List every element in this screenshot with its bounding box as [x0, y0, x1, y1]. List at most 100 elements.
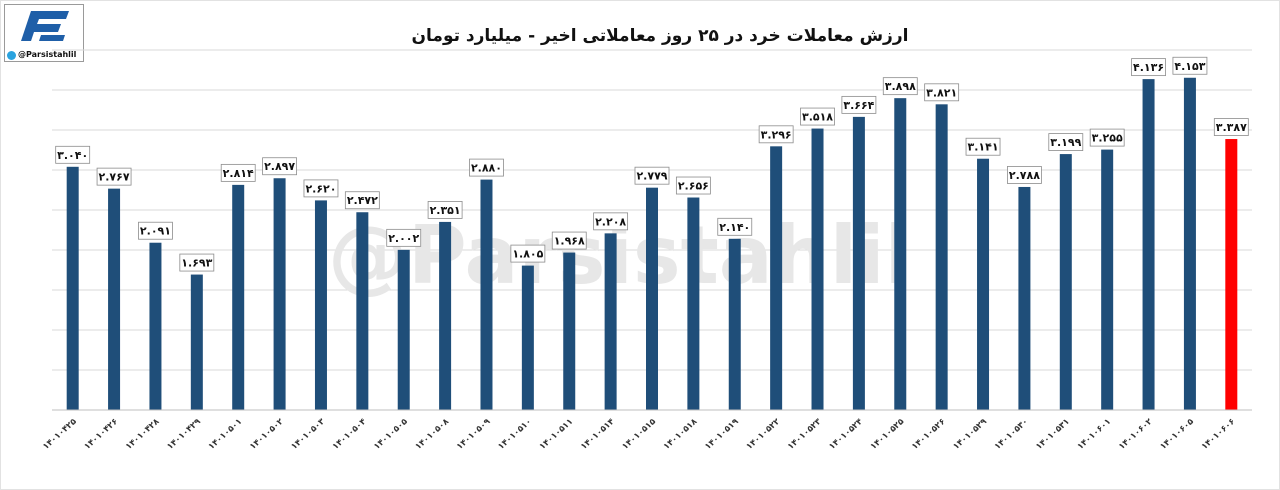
value-label-box — [1172, 56, 1208, 75]
x-tick-label: ۱۴۰۱۰۶۰۶ — [1200, 417, 1238, 452]
x-tick-label: ۱۴۰۱۰۴۲۹ — [165, 416, 203, 452]
value-label-box — [800, 107, 835, 126]
value-label-box — [303, 179, 339, 198]
value-label: ۲.۷۶۷ — [96, 167, 132, 186]
x-tick-label: ۱۴۰۱۰۵۰۸ — [414, 416, 452, 452]
x-tick-label: ۱۴۰۱۰۴۲۸ — [124, 416, 162, 452]
value-label: ۳.۱۹۹ — [1048, 133, 1084, 151]
brand-logo: @Parsistahlil — [4, 4, 84, 62]
bar — [894, 98, 907, 410]
value-label-text: ۳.۳۸۷ — [1216, 121, 1247, 134]
value-label: ۳.۳۸۷ — [1213, 118, 1249, 136]
bar — [811, 128, 824, 410]
value-label-text: ۳.۵۱۸ — [802, 111, 833, 124]
value-label-box — [220, 163, 256, 182]
value-label-box — [924, 83, 960, 102]
x-tick-label: ۱۴۰۱۰۵۱۴ — [579, 417, 617, 452]
x-tick-label: ۱۴۰۱۰۶۰۵ — [1158, 417, 1196, 452]
bar — [977, 158, 990, 410]
value-label-text: ۳.۱۹۹ — [1050, 136, 1081, 149]
value-label-text: ۴.۱۳۶ — [1133, 61, 1164, 74]
bar — [439, 221, 452, 410]
value-label-text: ۳.۲۵۵ — [1092, 132, 1123, 145]
chart-title: ارزش معاملات خرد در ۲۵ روز معاملاتی اخیر… — [411, 26, 909, 46]
value-label-box — [1089, 128, 1125, 147]
value-label-text: ۳.۰۴۰ — [57, 149, 88, 162]
value-label-text: ۲.۸۸۰ — [471, 162, 502, 175]
value-label: ۳.۲۵۵ — [1089, 128, 1125, 147]
value-label: ۲.۶۵۶ — [675, 176, 711, 195]
x-tick-label: ۱۴۰۱۰۵۰۲ — [248, 416, 286, 452]
x-tick-label: ۱۴۰۱۰۵۰۱ — [207, 417, 245, 452]
value-label: ۲.۷۸۸ — [1007, 166, 1042, 184]
x-tick-label: ۱۴۰۱۰۵۱۰ — [496, 417, 534, 452]
value-label-text: ۳.۱۴۱ — [968, 141, 999, 154]
bar — [149, 242, 162, 410]
bar — [66, 166, 79, 410]
value-label-box — [96, 167, 132, 186]
value-label-text: ۲.۰۰۲ — [388, 232, 419, 245]
bar — [1225, 139, 1238, 411]
value-label-box — [717, 217, 753, 236]
bar — [108, 188, 121, 410]
brand-handle-text: @Parsistahlil — [18, 50, 77, 59]
value-label-text: ۲.۲۰۸ — [595, 215, 626, 228]
bar — [273, 178, 286, 410]
x-tick-label: ۱۴۰۱۰۵۳۱ — [1034, 417, 1072, 452]
value-label-box — [1007, 166, 1042, 184]
value-label: ۲.۳۵۱ — [427, 201, 463, 219]
value-label-box — [593, 212, 629, 231]
bar — [480, 179, 493, 410]
value-label: ۳.۸۹۸ — [882, 77, 918, 96]
value-label-box — [675, 176, 711, 195]
x-tick-label: ۱۴۰۱۰۵۱۵ — [620, 417, 658, 452]
bar — [1101, 149, 1114, 410]
value-label: ۲.۸۱۴ — [220, 163, 256, 182]
value-label-text: ۱.۶۹۳ — [181, 257, 212, 270]
bar — [728, 238, 741, 410]
x-tick-label: ۱۴۰۱۰۵۲۴ — [827, 417, 865, 452]
value-label-text: ۲.۷۷۹ — [636, 170, 667, 183]
x-tick-label: ۱۴۰۱۰۶۰۱ — [1076, 417, 1114, 452]
bar — [356, 212, 369, 410]
x-tick-label: ۱۴۰۱۰۶۰۲ — [1117, 416, 1155, 452]
bar — [232, 184, 245, 410]
x-tick-label: ۱۴۰۱۰۵۲۳ — [786, 416, 824, 452]
value-label-text: ۲.۸۹۷ — [264, 160, 295, 173]
x-tick-label: ۱۴۰۱۰۵۲۵ — [869, 417, 907, 452]
value-label: ۳.۲۹۶ — [758, 125, 794, 144]
x-tick-label: ۱۴۰۱۰۵۱۹ — [703, 416, 741, 452]
x-tick-label: ۱۴۰۱۰۵۲۲ — [745, 416, 783, 452]
value-label-box — [510, 244, 546, 263]
value-label-text: ۲.۱۴۰ — [719, 221, 750, 234]
bar — [1183, 77, 1196, 410]
value-label-text: ۲.۶۵۶ — [678, 180, 709, 193]
value-label-text: ۴.۱۵۳ — [1174, 60, 1205, 73]
bar — [314, 200, 327, 410]
bar — [190, 274, 203, 410]
bar — [1018, 186, 1031, 410]
telegram-icon — [7, 50, 16, 60]
bar — [563, 252, 576, 410]
x-tick-label: ۱۴۰۱۰۵۰۴ — [331, 417, 369, 452]
value-label: ۲.۷۷۹ — [634, 166, 670, 185]
value-label: ۲.۶۲۰ — [303, 179, 339, 198]
value-label-box — [427, 201, 463, 219]
value-label-box — [634, 166, 670, 185]
value-label-box — [551, 231, 587, 250]
value-label: ۲.۸۹۷ — [262, 157, 297, 176]
bar — [1142, 79, 1155, 411]
value-label-text: ۲.۰۹۱ — [140, 225, 171, 238]
bar — [770, 146, 783, 410]
bar — [935, 104, 948, 410]
value-label-box — [882, 77, 918, 96]
value-label: ۲.۲۰۸ — [593, 212, 629, 231]
value-label-text: ۳.۸۲۱ — [926, 86, 957, 99]
value-label-text: ۱.۹۶۸ — [554, 235, 585, 248]
value-label-box — [469, 158, 504, 177]
value-label: ۲.۸۸۰ — [469, 158, 504, 177]
value-label: ۴.۱۳۶ — [1131, 58, 1166, 77]
value-label-box — [965, 137, 1001, 156]
value-label-text: ۲.۶۲۰ — [305, 182, 336, 195]
value-label-text: ۲.۸۱۴ — [223, 167, 254, 180]
